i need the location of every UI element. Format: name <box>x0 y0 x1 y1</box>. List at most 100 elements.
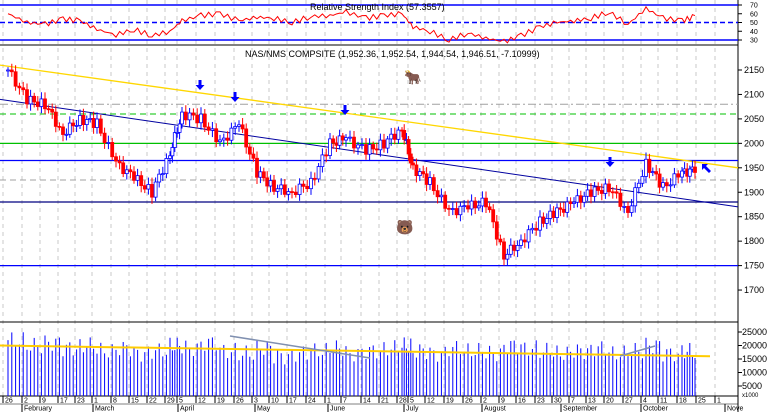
candle-body <box>450 208 455 210</box>
candle-body <box>389 133 394 140</box>
candle-body <box>476 205 481 209</box>
candle-body <box>575 195 580 203</box>
candle-body <box>657 173 662 188</box>
candle-body <box>491 209 496 223</box>
candle-body <box>153 181 158 198</box>
candle-body <box>74 125 79 127</box>
bull-icon: 🐂 <box>404 69 421 85</box>
volume-trendline <box>619 345 656 357</box>
volume-tick-label: 5000 <box>742 381 762 391</box>
candle-body <box>337 135 342 146</box>
candle-body <box>128 169 133 173</box>
x-day-label: 22 <box>149 398 157 405</box>
candle-body <box>268 180 273 187</box>
candle-body <box>565 201 570 213</box>
candle-body <box>458 205 463 216</box>
candle-body <box>352 136 356 149</box>
candle-body <box>39 98 44 107</box>
candle-body <box>622 206 627 208</box>
candle-body <box>473 200 478 209</box>
x-day-label: 7 <box>571 398 575 405</box>
candle-body <box>530 227 535 231</box>
candle-body <box>13 71 18 87</box>
candle-body <box>282 184 287 195</box>
candle-body <box>454 208 459 216</box>
candle-body <box>428 177 432 185</box>
candle-body <box>582 195 587 203</box>
candle-body <box>88 118 93 120</box>
candle-body <box>519 239 523 246</box>
candle-body <box>17 85 22 89</box>
candle-body <box>494 221 499 240</box>
arrow-up-left-icon <box>702 164 711 173</box>
x-day-label: 10 <box>271 398 279 405</box>
x-month-label: March <box>95 406 115 412</box>
candle-body <box>175 131 180 134</box>
candle-body <box>603 183 608 194</box>
candle-body <box>541 216 546 224</box>
x-day-label: 20 <box>606 398 614 405</box>
candle-body <box>408 153 413 164</box>
candle-body <box>195 114 200 124</box>
price-tick-label: 1750 <box>744 261 764 271</box>
candle-body <box>402 130 407 140</box>
candle-body <box>95 118 99 128</box>
x-day-label: 11 <box>660 398 667 405</box>
candle-body <box>35 101 40 107</box>
volume-tick-label: 20000 <box>742 341 767 351</box>
candle-body <box>348 136 352 139</box>
candle-body <box>526 229 531 243</box>
candle-body <box>544 218 549 224</box>
candle-body <box>301 183 306 187</box>
candle-body <box>447 207 451 210</box>
candle-body <box>392 133 397 140</box>
x-day-label: 28 <box>399 398 407 405</box>
candle-body <box>135 175 140 181</box>
candle-body <box>607 183 611 193</box>
candle-body <box>170 147 175 157</box>
candle-body <box>599 190 604 194</box>
candle-body <box>64 133 69 136</box>
candle-body <box>672 173 677 186</box>
candle-body <box>443 194 448 209</box>
x-day-label: 27 <box>625 398 633 405</box>
x-day-label: 19 <box>217 398 225 405</box>
candle-body <box>139 175 144 187</box>
x-day-label: 13 <box>588 398 596 405</box>
candle-body <box>202 113 207 128</box>
candle-body <box>160 173 165 176</box>
candle-body <box>629 205 634 213</box>
candle-body <box>498 238 503 243</box>
price-title: NAS/NMS COMPSITE (1,952.36, 1,952.54, 1,… <box>245 49 540 59</box>
candle-body <box>647 158 652 173</box>
candle-body <box>275 188 280 192</box>
candle-body <box>320 154 325 167</box>
x-day-label: 26 <box>5 398 13 405</box>
candle-body <box>191 112 196 116</box>
candle-body <box>91 118 96 128</box>
candle-body <box>67 122 72 135</box>
candle-body <box>240 124 245 130</box>
candle-body <box>247 146 252 155</box>
candle-body <box>142 185 147 190</box>
candle-body <box>374 148 379 151</box>
x-day-label: 26 <box>465 398 473 405</box>
candle-body <box>221 137 226 141</box>
x-day-label: 30 <box>554 398 562 405</box>
candle-body <box>57 125 62 128</box>
candle-body <box>585 189 590 197</box>
candle-body <box>164 158 169 175</box>
candle-body <box>589 189 593 197</box>
candle-body <box>32 95 37 103</box>
candle-body <box>78 115 82 126</box>
x-day-label: 23 <box>537 398 545 405</box>
candle-body <box>340 135 345 141</box>
x-month-label: August <box>484 406 506 412</box>
price-tick-label: 1800 <box>744 236 764 246</box>
candle-body <box>316 166 321 180</box>
x-day-label: 1 <box>94 398 98 405</box>
candle-body <box>364 144 368 155</box>
x-month-label: April <box>180 406 194 412</box>
candle-body <box>71 122 76 127</box>
candle-body <box>334 142 339 146</box>
